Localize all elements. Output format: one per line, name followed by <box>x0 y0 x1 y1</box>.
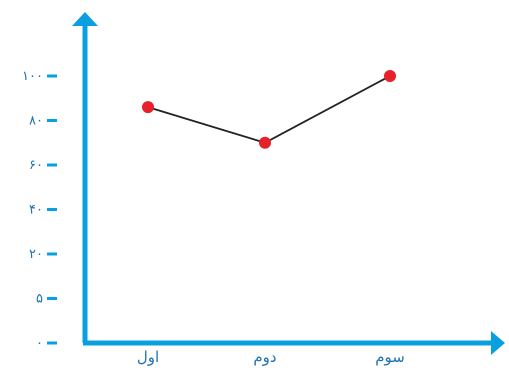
x-axis-arrow <box>491 331 505 355</box>
axes <box>72 12 505 355</box>
y-tick-label: ۴۰ <box>29 203 43 218</box>
y-tick-label: ۲۰ <box>29 247 43 262</box>
y-tick-label: ۵ <box>36 292 43 307</box>
y-tick-label: ۰ <box>36 336 43 351</box>
data-point <box>384 70 396 82</box>
y-tick-label: ۶۰ <box>29 158 43 173</box>
series <box>142 70 396 149</box>
x-tick-label: دوم <box>253 348 276 366</box>
x-tick-label: سوم <box>375 348 405 366</box>
x-ticks: اول دوم سوم <box>137 348 405 366</box>
y-tick-label: ۱۰۰ <box>22 69 43 84</box>
y-tick-label: ۸۰ <box>29 114 43 129</box>
y-axis-arrow <box>72 12 98 26</box>
series-line <box>147 75 391 144</box>
x-tick-label: اول <box>137 348 159 366</box>
y-ticks: ۰ ۵ ۲۰ ۴۰ ۶۰ ۸۰ ۱۰۰ <box>22 69 57 351</box>
data-point <box>142 101 154 114</box>
data-point <box>259 136 271 149</box>
